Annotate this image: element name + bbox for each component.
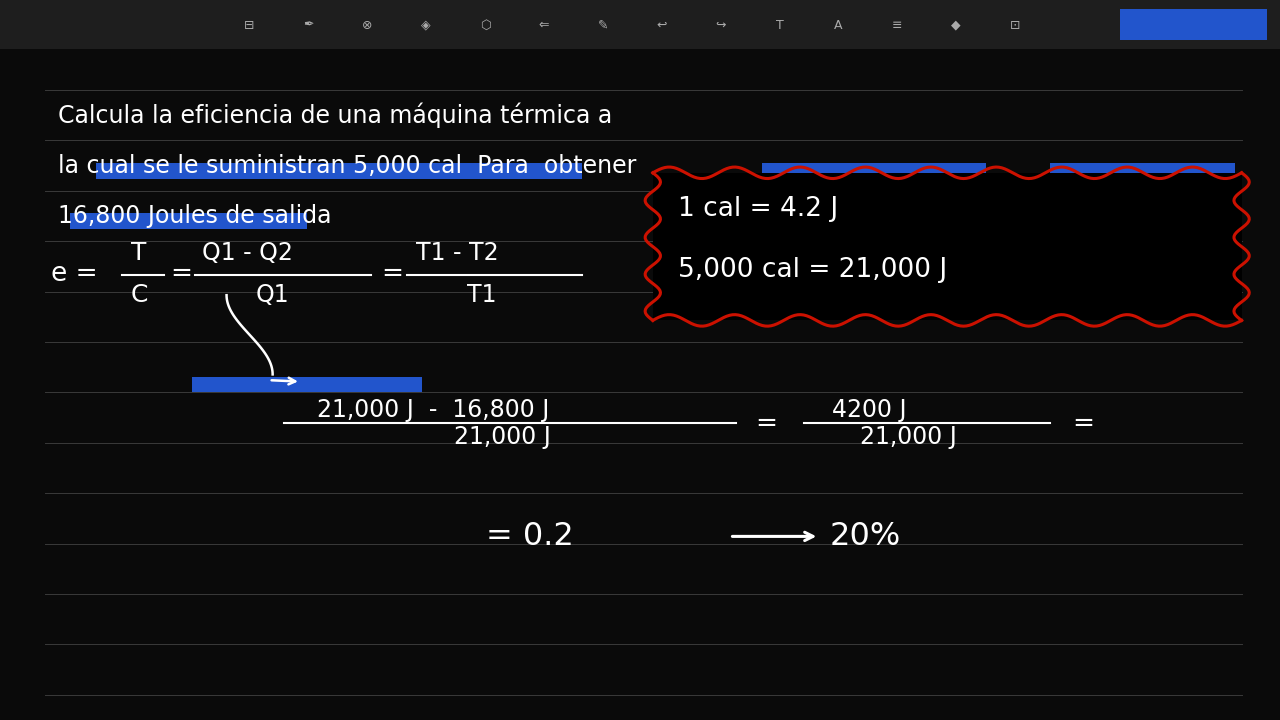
Text: ⊗: ⊗ — [362, 19, 372, 32]
Text: ⬡: ⬡ — [480, 19, 490, 32]
Text: e =: e = — [51, 261, 97, 287]
Text: ⊡: ⊡ — [1010, 19, 1020, 32]
Text: =: = — [170, 261, 192, 287]
Text: ✎: ✎ — [598, 19, 608, 32]
Text: T1 - T2: T1 - T2 — [416, 241, 499, 266]
Text: ≡: ≡ — [892, 19, 902, 32]
Text: ◆: ◆ — [951, 19, 961, 32]
Text: Q1: Q1 — [256, 283, 289, 307]
Bar — [1050, 163, 1235, 179]
Bar — [1120, 9, 1267, 40]
Bar — [762, 163, 986, 179]
Text: 5,000 cal = 21,000 J: 5,000 cal = 21,000 J — [678, 257, 947, 283]
Text: 20%: 20% — [829, 521, 901, 552]
Text: 1 cal = 4.2 J: 1 cal = 4.2 J — [678, 196, 838, 222]
Bar — [653, 173, 1242, 320]
Text: 16,800 Joules de salida: 16,800 Joules de salida — [58, 204, 332, 228]
Text: T1: T1 — [467, 283, 497, 307]
Text: Calcula la eficiencia de una máquina térmica a: Calcula la eficiencia de una máquina tér… — [58, 102, 612, 128]
Text: =: = — [381, 261, 403, 287]
Text: 21,000 J: 21,000 J — [860, 425, 957, 449]
Bar — [70, 213, 307, 229]
Text: ⊟: ⊟ — [244, 19, 255, 32]
Text: =: = — [755, 411, 777, 437]
Text: Q1 - Q2: Q1 - Q2 — [202, 241, 293, 266]
Text: ◈: ◈ — [421, 19, 431, 32]
Text: 4200 J: 4200 J — [832, 398, 906, 423]
Text: T: T — [776, 19, 783, 32]
Bar — [192, 377, 422, 392]
Text: ✒: ✒ — [303, 19, 314, 32]
Text: ⇐: ⇐ — [539, 19, 549, 32]
Text: 21,000 J: 21,000 J — [454, 425, 552, 449]
Text: A: A — [835, 19, 842, 32]
Bar — [96, 163, 582, 179]
Text: ↪: ↪ — [716, 19, 726, 32]
Text: = 0.2: = 0.2 — [486, 521, 575, 552]
Text: la cual se le suministran 5,000 cal  Para  obtener: la cual se le suministran 5,000 cal Para… — [58, 153, 636, 178]
Text: C: C — [131, 283, 148, 307]
Text: T: T — [131, 241, 146, 266]
Text: =: = — [1073, 411, 1094, 437]
Text: ↩: ↩ — [657, 19, 667, 32]
Bar — [0, 0, 1280, 49]
Text: 21,000 J  -  16,800 J: 21,000 J - 16,800 J — [317, 398, 550, 423]
